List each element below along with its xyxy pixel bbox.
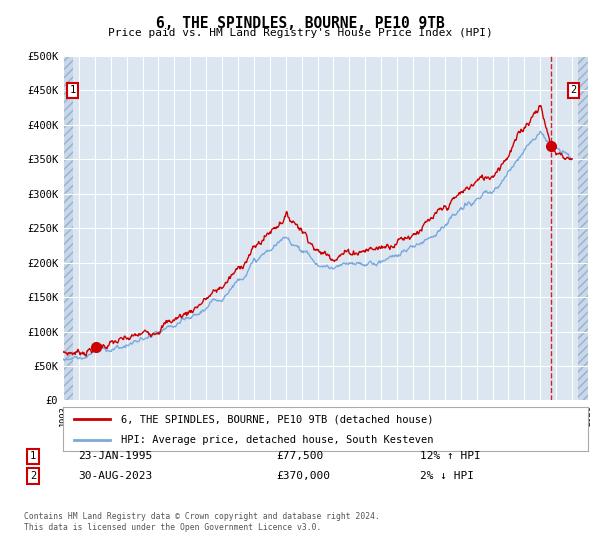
Text: Contains HM Land Registry data © Crown copyright and database right 2024.
This d: Contains HM Land Registry data © Crown c… [24, 512, 380, 532]
Text: 2% ↓ HPI: 2% ↓ HPI [420, 471, 474, 481]
Text: Price paid vs. HM Land Registry's House Price Index (HPI): Price paid vs. HM Land Registry's House … [107, 28, 493, 38]
Text: £370,000: £370,000 [276, 471, 330, 481]
Text: 6, THE SPINDLES, BOURNE, PE10 9TB: 6, THE SPINDLES, BOURNE, PE10 9TB [155, 16, 445, 31]
Text: 30-AUG-2023: 30-AUG-2023 [78, 471, 152, 481]
Text: 23-JAN-1995: 23-JAN-1995 [78, 451, 152, 461]
Text: 12% ↑ HPI: 12% ↑ HPI [420, 451, 481, 461]
Bar [63, 56, 73, 400]
Bar [578, 56, 588, 400]
Bar [578, 56, 588, 400]
Text: HPI: Average price, detached house, South Kesteven: HPI: Average price, detached house, Sout… [121, 435, 433, 445]
Text: 1: 1 [70, 86, 76, 95]
Text: £77,500: £77,500 [276, 451, 323, 461]
Text: 6, THE SPINDLES, BOURNE, PE10 9TB (detached house): 6, THE SPINDLES, BOURNE, PE10 9TB (detac… [121, 414, 433, 424]
Bar [63, 56, 73, 400]
Text: 2: 2 [571, 86, 577, 95]
Text: 1: 1 [30, 451, 36, 461]
Text: 2: 2 [30, 471, 36, 481]
